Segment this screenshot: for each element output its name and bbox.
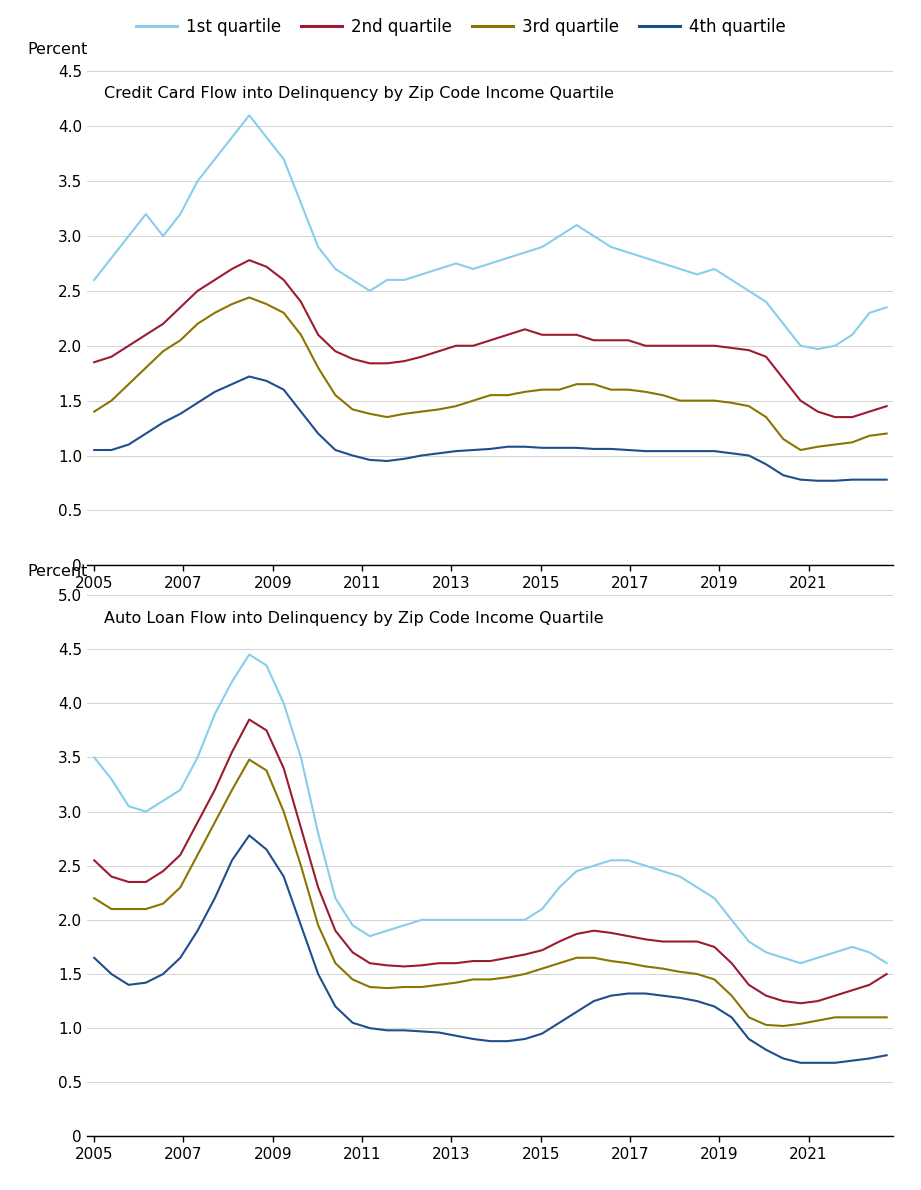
- Text: Credit Card Flow into Delinquency by Zip Code Income Quartile: Credit Card Flow into Delinquency by Zip…: [104, 86, 613, 101]
- Legend: 1st quartile, 2nd quartile, 3rd quartile, 4th quartile: 1st quartile, 2nd quartile, 3rd quartile…: [129, 11, 792, 43]
- Text: Percent: Percent: [27, 42, 87, 57]
- Text: Percent: Percent: [27, 564, 87, 578]
- Text: Auto Loan Flow into Delinquency by Zip Code Income Quartile: Auto Loan Flow into Delinquency by Zip C…: [104, 612, 603, 626]
